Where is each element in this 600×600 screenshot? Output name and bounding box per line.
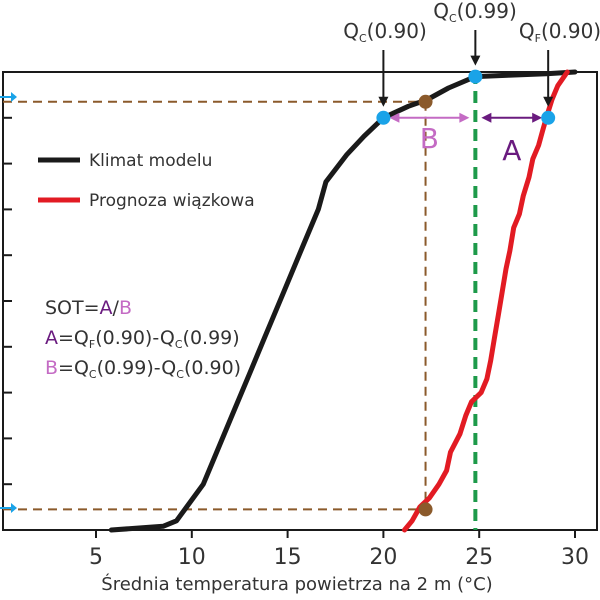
arrow-B-head-right bbox=[459, 112, 470, 123]
arrow-A-head-right bbox=[532, 112, 543, 123]
quantile-markers bbox=[376, 69, 556, 125]
quantile-marker-1 bbox=[468, 69, 483, 84]
marker-label-1-q: Q bbox=[433, 0, 449, 23]
legend: Klimat modelu Prognoza wiązkowa bbox=[38, 151, 255, 211]
legend-label-prognoza: Prognoza wiązkowa bbox=[89, 191, 255, 211]
formula-b-eq: =Q bbox=[58, 357, 89, 379]
quantile-marker-0 bbox=[376, 110, 391, 125]
x-tick-label-30: 30 bbox=[561, 545, 589, 570]
left-arrow-bottom-head bbox=[11, 503, 17, 513]
x-tick-label-25: 25 bbox=[465, 545, 493, 570]
formula-sot: SOT=A/B bbox=[45, 297, 132, 319]
marker-labels: QC(0.90)QC(0.99)QF(0.90) bbox=[343, 0, 600, 107]
left-arrows bbox=[0, 92, 17, 513]
marker-label-1-tail: (0.99) bbox=[457, 0, 517, 23]
formula-sot-slash: / bbox=[113, 297, 120, 319]
formula-a-sub2: C bbox=[175, 338, 183, 351]
formula-b: B=QC(0.99)-QC(0.90) bbox=[45, 357, 241, 381]
x-tick-label-15: 15 bbox=[274, 545, 302, 570]
x-tick-label-5: 5 bbox=[89, 545, 103, 570]
formula-b-mid: (0.99)-Q bbox=[97, 357, 177, 379]
formula-sot-prefix: SOT= bbox=[45, 297, 100, 319]
formula-b-tail: (0.90) bbox=[184, 357, 241, 379]
marker-arrow-head-1 bbox=[470, 55, 481, 66]
brown-points bbox=[418, 94, 433, 517]
quantile-marker-2 bbox=[541, 110, 556, 125]
formula-b-sub2: C bbox=[176, 368, 184, 381]
marker-label-0-q: Q bbox=[343, 19, 359, 43]
formulas: SOT=A/B A=QF(0.90)-QC(0.99) B=QC(0.99)-Q… bbox=[45, 297, 241, 381]
x-tick-label-10: 10 bbox=[178, 545, 206, 570]
left-arrow-top-head bbox=[11, 92, 17, 102]
arrow-B-label: B bbox=[420, 122, 439, 155]
marker-label-2-tail: (0.90) bbox=[541, 19, 600, 43]
formula-b-sub1: C bbox=[89, 368, 97, 381]
series-layer bbox=[108, 69, 578, 533]
marker-label-0: QC(0.90) bbox=[343, 19, 427, 45]
marker-label-2: QF(0.90) bbox=[519, 19, 600, 45]
x-ticks: 5 10 15 20 25 30 bbox=[89, 530, 589, 570]
formula-sot-a: A bbox=[100, 297, 113, 319]
brown-point-0 bbox=[418, 94, 433, 109]
marker-arrow-head-0 bbox=[378, 96, 389, 107]
arrow-B-head-left bbox=[389, 112, 400, 123]
marker-label-1: QC(0.99) bbox=[433, 0, 517, 25]
legend-label-klimat: Klimat modelu bbox=[89, 151, 212, 171]
formula-a: A=QF(0.90)-QC(0.99) bbox=[45, 327, 240, 351]
arrow-A-label: A bbox=[502, 134, 521, 167]
x-tick-label-20: 20 bbox=[369, 545, 397, 570]
formula-a-sub1: F bbox=[89, 338, 95, 351]
formula-a-tail: (0.99) bbox=[183, 327, 240, 349]
brown-guides bbox=[3, 100, 427, 511]
marker-label-0-sub: C bbox=[359, 32, 367, 45]
marker-label-2-sub: F bbox=[535, 32, 541, 45]
arrow-A-head-left bbox=[481, 112, 492, 123]
y-ticks bbox=[3, 71, 12, 531]
series-line-1 bbox=[402, 69, 570, 533]
formula-b-lhs: B bbox=[45, 357, 58, 379]
marker-arrow-head-2 bbox=[543, 96, 554, 107]
marker-label-0-tail: (0.90) bbox=[367, 19, 427, 43]
brown-point-1 bbox=[418, 502, 433, 517]
series-line-0 bbox=[108, 69, 578, 533]
formula-sot-b: B bbox=[119, 297, 132, 319]
formula-a-lhs: A bbox=[45, 327, 58, 349]
x-axis-title: Średnia temperatura powietrza na 2 m (°C… bbox=[101, 573, 492, 595]
formula-a-mid: (0.90)-Q bbox=[95, 327, 175, 349]
marker-label-2-q: Q bbox=[519, 19, 535, 43]
marker-label-1-sub: C bbox=[449, 12, 457, 25]
formula-a-eq: =Q bbox=[58, 327, 89, 349]
